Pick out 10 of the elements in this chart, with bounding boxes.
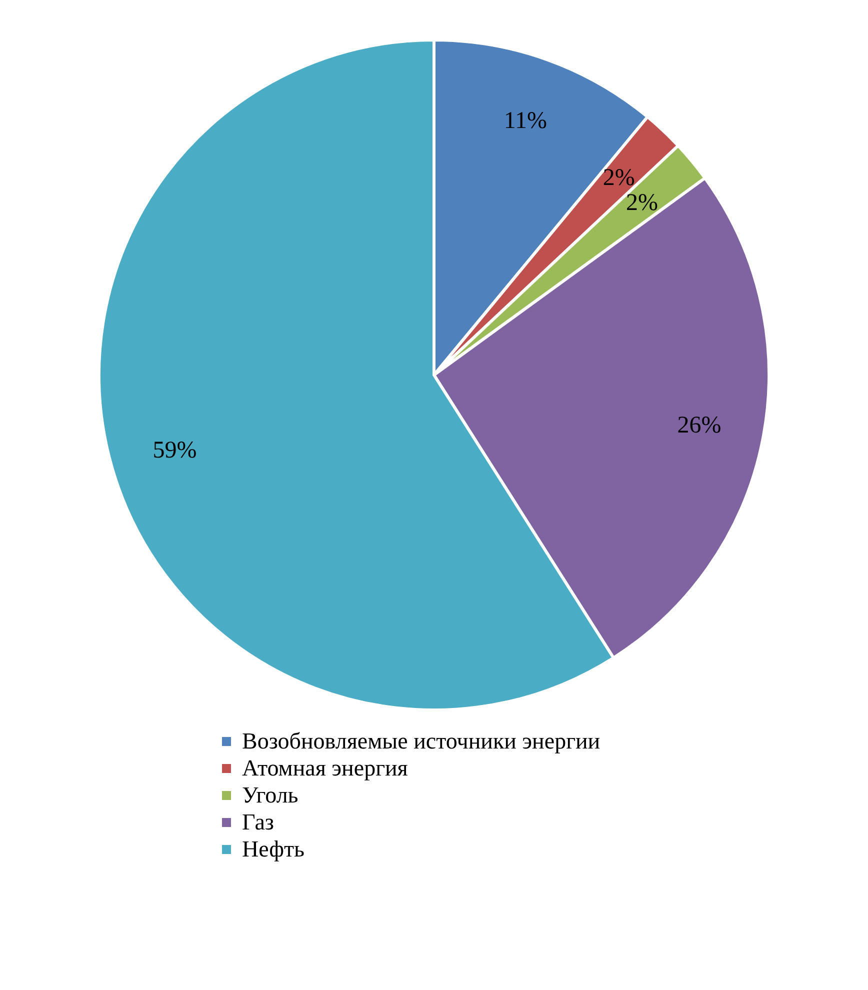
data-label: 2% [602,165,635,192]
data-label: 26% [677,412,722,439]
legend-label: Атомная энергия [242,756,408,780]
legend-label: Возобновляемые источники энергии [242,728,600,754]
data-label: 59% [152,437,197,464]
data-label: 2% [626,190,658,216]
legend-label: Уголь [242,782,298,808]
legend-label: Газ [242,810,274,834]
legend-label: Нефть [242,836,305,862]
data-label: 11% [504,108,548,134]
